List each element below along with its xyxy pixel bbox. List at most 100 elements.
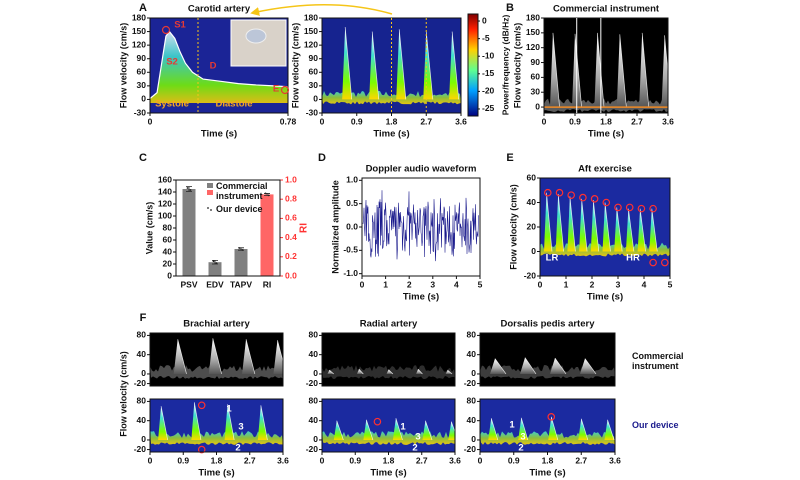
x-tick-label: 0.9: [351, 116, 363, 126]
spectrogram-peak: [422, 420, 433, 440]
inset-device: [245, 28, 267, 44]
y-axis-label: Flow velocity (cm/s): [118, 351, 128, 437]
spectrogram-peak: [520, 357, 536, 374]
legend-label: Our device: [216, 204, 263, 214]
spectrogram-peak-edge: [607, 419, 615, 441]
x-tick-label: 2.7: [420, 116, 432, 126]
x-tick-label: 3.6: [277, 455, 289, 465]
y-tick-label: 60: [527, 172, 537, 182]
spectrogram-peak: [416, 369, 423, 374]
x-tick-label: 0: [538, 279, 543, 289]
annotation: 2: [412, 443, 417, 454]
spectrogram-peak-edge: [177, 339, 187, 375]
annotation: S2: [166, 57, 178, 68]
y-axis-label: Flow velocity (cm/s): [118, 23, 128, 109]
y-tick-label: 40: [137, 415, 147, 425]
x-tick-label: PSV: [180, 279, 197, 289]
x-tick-label: 5: [668, 279, 673, 289]
spectrogram-peak-edge: [227, 404, 235, 441]
y-tick-label: 160: [158, 174, 172, 184]
peak-marker: [590, 195, 599, 203]
spectrogram-peak-edge: [552, 32, 560, 108]
y-tick-label: 100: [158, 210, 172, 220]
panel-label: F: [140, 312, 147, 324]
x-tick-label: 3.6: [449, 455, 461, 465]
y-tick-label: 0.5: [346, 198, 358, 208]
y-tick-label: -20: [524, 270, 537, 280]
y-tick-label: -20: [134, 378, 147, 388]
x-tick-label: 1.8: [383, 455, 395, 465]
x-axis-label: Time (s): [587, 292, 623, 303]
spectrogram-peak: [590, 200, 599, 252]
spectrogram-peak-edge: [336, 420, 344, 441]
x-tick-label: 0: [360, 279, 365, 289]
x-tick-label: 5: [478, 279, 483, 289]
x-tick-label: 0.9: [508, 455, 520, 465]
chart-title: Doppler audio waveform: [366, 164, 477, 175]
spectrogram-peak-edge: [616, 207, 623, 252]
x-tick-label: 1: [564, 279, 569, 289]
y-tick-label: 40: [467, 415, 477, 425]
spectrogram-peak: [356, 369, 364, 374]
spectrogram-peak-edge: [260, 405, 268, 441]
y-tick-label: 0.0: [346, 221, 358, 231]
x-tick-label: 3: [430, 279, 435, 289]
waveform-trace: [362, 190, 479, 262]
x-tick-label: 3: [616, 279, 621, 289]
y-tick-label: 40: [309, 415, 319, 425]
spectrogram-peak: [396, 29, 406, 100]
y-axis-label: Value (cm/s): [144, 202, 154, 255]
bar: [260, 194, 274, 276]
peak-marker: [637, 204, 646, 213]
spectrogram-peak-edge: [395, 418, 403, 441]
spectrogram-outline: [150, 30, 288, 99]
y-tick-label: 140: [158, 186, 172, 196]
annotation: Systole: [155, 99, 189, 110]
link-arrow: [250, 4, 393, 16]
y-tick-label: 30: [309, 80, 319, 90]
y-tick-label: 0: [141, 434, 146, 444]
y-tick-label: 30: [137, 80, 147, 90]
device-dot: [267, 194, 270, 197]
spectrogram-peak-edge: [550, 416, 559, 441]
spectrogram-peak: [649, 208, 658, 252]
annotation: E: [273, 84, 279, 95]
spectrogram-peak-edge: [212, 338, 222, 375]
y-tick-label: 0: [313, 434, 318, 444]
spectrogram-peak: [614, 207, 623, 252]
spectrogram-peak: [637, 208, 646, 252]
y-tick-label: 0: [531, 246, 536, 256]
x-tick-label: 0: [148, 116, 153, 126]
y-tick-label: 150: [526, 27, 540, 37]
x-tick-label: EDV: [206, 279, 224, 289]
peak-marker: [602, 198, 611, 207]
spectrogram-peak: [242, 339, 255, 374]
spectrogram-peak: [342, 27, 352, 100]
y-tick-label: 0: [141, 94, 146, 104]
y-tick-label: 80: [467, 330, 477, 340]
spectrogram-peak: [544, 192, 552, 252]
y-tick-label: 80: [163, 222, 173, 232]
spectrogram-band: [150, 431, 283, 445]
spectrogram-peak: [616, 34, 627, 108]
spectrogram-peak-edge: [417, 368, 423, 375]
x-tick-label: 0.9: [349, 455, 361, 465]
annotation: Diastole: [216, 99, 253, 110]
y-tick-label: 20: [163, 258, 173, 268]
spectrogram-peak-edge: [425, 31, 434, 100]
x-tick-label: 1.8: [211, 455, 223, 465]
spectrogram-peak: [518, 417, 528, 440]
x-axis-label: Time (s): [201, 129, 237, 140]
y-tick-label: 80: [309, 396, 319, 406]
spectrogram-peak-edge: [574, 33, 582, 108]
x-tick-label: 1.8: [386, 116, 398, 126]
spectrogram-peak: [580, 358, 596, 374]
chart-title: Carotid artery: [188, 4, 251, 15]
peak-marker: [280, 85, 290, 95]
bar: [182, 189, 196, 276]
x-axis-label: Time (s): [373, 129, 409, 140]
spectrogram-image: [322, 399, 455, 452]
device-dot: [215, 262, 218, 265]
spectrogram-peak: [579, 198, 588, 252]
device-dot: [186, 187, 189, 189]
